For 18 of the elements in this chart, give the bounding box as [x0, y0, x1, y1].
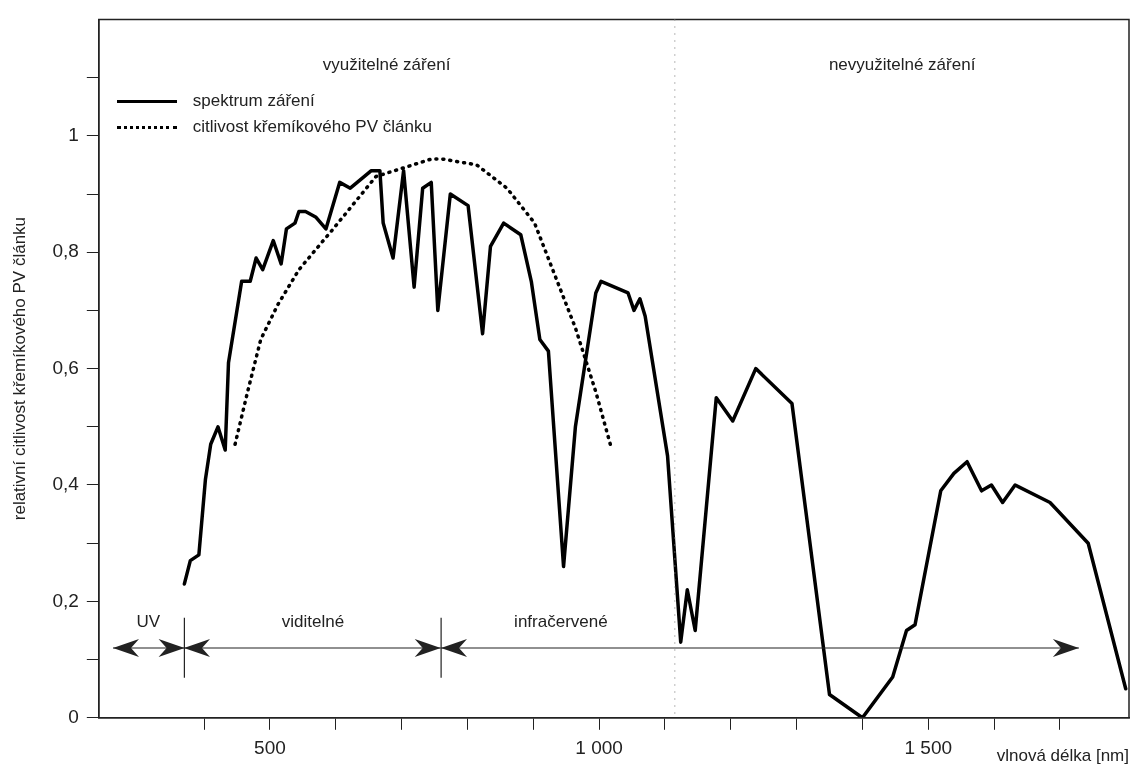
annotation: infračervené	[514, 611, 608, 632]
y-tick-label: 0,6	[52, 356, 79, 378]
legend-label: citlivost křemíkového PV článku	[192, 117, 432, 138]
annotation: využitelné záření	[322, 55, 451, 76]
annotation: nevyužitelné záření	[828, 55, 976, 76]
x-tick-label: 500	[254, 737, 286, 759]
y-tick-label: 1	[68, 124, 79, 146]
annotation: UV	[136, 611, 161, 632]
y-tick-label: 0,4	[52, 473, 80, 495]
y-tick-label: 0,2	[52, 589, 79, 611]
annotation: viditelné	[281, 611, 345, 632]
y-tick-label: 0,8	[52, 240, 79, 262]
x-tick-label: 1 000	[575, 737, 623, 759]
y-axis-title: relativní citlivost křemíkového PV článku	[9, 216, 29, 521]
x-axis-title: vlnová délka [nm]	[996, 746, 1129, 766]
legend-label: spektrum záření	[192, 91, 315, 112]
y-tick-label: 0	[68, 706, 79, 728]
x-tick-label: 1 500	[904, 737, 952, 759]
